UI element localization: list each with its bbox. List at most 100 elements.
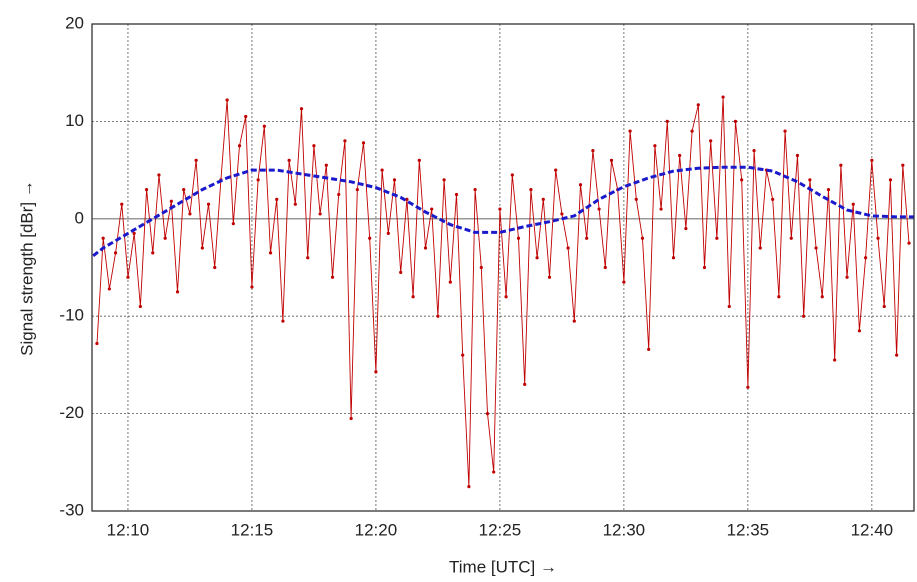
point — [746, 385, 750, 389]
y-tick-label: 10 — [65, 111, 84, 130]
point — [740, 178, 744, 182]
point — [771, 197, 775, 201]
point — [380, 168, 384, 172]
point — [399, 270, 403, 274]
point — [665, 119, 669, 123]
point — [430, 207, 434, 211]
point — [554, 168, 558, 172]
point — [324, 163, 328, 167]
point — [355, 187, 359, 192]
point — [120, 202, 124, 206]
point — [504, 295, 508, 299]
point — [733, 119, 738, 123]
y-tick-label: -20 — [59, 403, 84, 422]
point — [901, 163, 905, 167]
point — [523, 382, 527, 386]
point — [529, 187, 533, 192]
point — [535, 256, 539, 260]
point — [783, 129, 787, 133]
point — [758, 246, 762, 250]
point — [473, 187, 477, 192]
point — [318, 212, 322, 216]
point — [678, 153, 682, 158]
point — [845, 275, 849, 279]
point — [653, 144, 657, 148]
point — [436, 314, 440, 318]
point — [479, 265, 483, 270]
point — [132, 231, 136, 236]
point — [876, 236, 880, 240]
x-tick-label: 12:40 — [851, 520, 894, 539]
point — [442, 178, 446, 182]
point — [175, 290, 180, 294]
point — [467, 485, 471, 489]
x-tick-label: 12:20 — [355, 520, 398, 539]
point — [144, 187, 149, 192]
point — [157, 173, 161, 177]
point — [337, 192, 341, 197]
point — [690, 129, 694, 133]
point — [789, 236, 793, 240]
point — [721, 95, 725, 99]
x-tick-label: 12:10 — [107, 520, 150, 539]
point — [244, 114, 248, 119]
point — [138, 304, 142, 309]
point — [820, 295, 824, 299]
point — [895, 353, 899, 357]
line — [92, 165, 914, 257]
point — [225, 98, 229, 102]
point — [151, 251, 155, 255]
y-tick-label: 20 — [65, 13, 84, 32]
point — [293, 202, 297, 206]
point — [709, 139, 713, 143]
point — [268, 251, 273, 255]
point — [306, 256, 310, 260]
y-tick-label: 0 — [75, 208, 84, 227]
point — [628, 129, 632, 133]
point — [671, 256, 676, 260]
point — [578, 183, 583, 187]
point — [684, 226, 688, 231]
point — [256, 178, 260, 182]
point — [647, 347, 651, 351]
y-tick-label: -10 — [59, 306, 84, 325]
point — [702, 265, 707, 270]
point — [287, 158, 291, 162]
point — [213, 265, 217, 270]
point — [454, 192, 459, 197]
point — [566, 246, 570, 250]
point — [857, 329, 862, 333]
point — [659, 207, 663, 211]
point — [907, 241, 911, 245]
point — [250, 285, 254, 289]
point — [343, 139, 347, 143]
point — [715, 236, 719, 240]
point — [107, 287, 111, 291]
point — [634, 197, 638, 201]
x-tick-label: 12:35 — [727, 520, 770, 539]
point — [541, 197, 545, 201]
point — [392, 178, 397, 182]
point — [275, 197, 279, 201]
plot-frame — [91, 23, 915, 512]
point — [547, 275, 552, 279]
point — [603, 265, 607, 270]
point — [411, 295, 415, 299]
point — [405, 197, 409, 201]
x-tick-label: 12:30 — [603, 520, 646, 539]
point — [510, 173, 514, 177]
point — [851, 202, 855, 206]
point — [126, 275, 130, 279]
point — [95, 341, 99, 346]
point — [622, 280, 626, 284]
point — [262, 124, 266, 128]
point — [727, 304, 731, 309]
x-tick-label: 12:25 — [479, 520, 522, 539]
point — [597, 207, 601, 211]
point — [206, 202, 211, 206]
point — [113, 251, 118, 255]
point — [777, 295, 781, 299]
point — [752, 149, 756, 153]
point — [368, 236, 372, 240]
